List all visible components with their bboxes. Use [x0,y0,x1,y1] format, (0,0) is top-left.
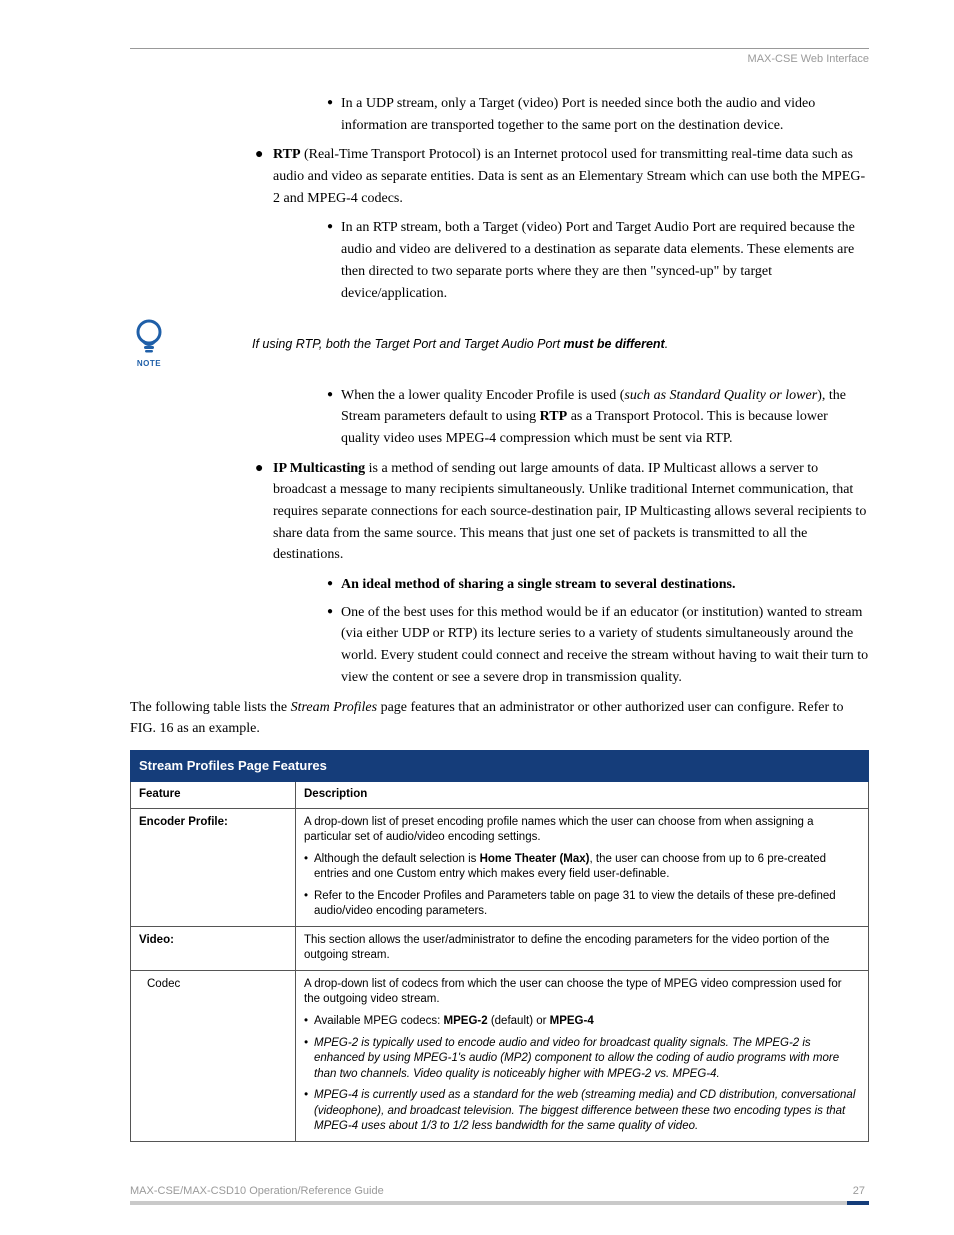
lower-quality-text: When the a lower quality Encoder Profile… [341,385,869,450]
footer-page-number: 27 [847,1185,869,1205]
enc-b1: • Although the default selection is Home… [304,852,860,883]
list-item: ● In an RTP stream, both a Target (video… [327,217,869,304]
col-description: Description [296,782,869,809]
enc-b2: • Refer to the Encoder Profiles and Para… [304,889,860,920]
lower-italic: such as Standard Quality or lower [624,388,817,403]
bullet-icon: • [304,889,314,920]
codec-b1: • Available MPEG codecs: MPEG-2 (default… [304,1014,860,1030]
lead-pre: The following table lists the [130,700,291,715]
list-item: ● IP Multicasting is a method of sending… [255,458,869,566]
bullet-icon: • [304,1014,314,1030]
list-item: ● An ideal method of sharing a single st… [327,574,869,596]
lightbulb-icon [132,318,166,356]
enc-b1-pre: Although the default selection is [314,853,480,865]
list-item: ● RTP (Real-Time Transport Protocol) is … [255,144,869,209]
feature-encoder-profile: Encoder Profile: [131,808,296,926]
codec-b1-pre: Available MPEG codecs: [314,1015,444,1027]
enc-b1-bold: Home Theater (Max) [480,853,590,865]
codec-b3-text: MPEG-4 is currently used as a standard f… [314,1088,860,1135]
table-lead: The following table lists the Stream Pro… [130,697,869,740]
note-icon-wrap: NOTE [124,318,174,370]
bullet-icon: ● [255,144,273,209]
codec-b1-b1: MPEG-2 [444,1015,488,1027]
udp-sub-text: In a UDP stream, only a Target (video) P… [341,93,869,136]
note-callout: NOTE If using RTP, both the Target Port … [130,318,869,370]
feature-video: Video: [131,926,296,970]
header-rule [130,48,869,49]
ipm-text: IP Multicasting is a method of sending o… [273,458,869,566]
desc-encoder-profile: A drop-down list of preset encoding prof… [296,808,869,926]
main-content-2: ● When the a lower quality Encoder Profi… [255,385,869,689]
codec-b1-b2: MPEG-4 [550,1015,594,1027]
main-content: ● In a UDP stream, only a Target (video)… [255,93,869,304]
bullet-icon: ● [255,458,273,566]
codec-b1-text: Available MPEG codecs: MPEG-2 (default) … [314,1014,860,1030]
page-footer: MAX-CSE/MAX-CSD10 Operation/Reference Gu… [130,1185,869,1205]
codec-b2: • MPEG-2 is typically used to encode aud… [304,1036,860,1083]
codec-b3: • MPEG-4 is currently used as a standard… [304,1088,860,1135]
table-row: Video: This section allows the user/admi… [131,926,869,970]
bullet-icon: ● [327,385,341,450]
rtp-sub-text: In an RTP stream, both a Target (video) … [341,217,869,304]
codec-b2-text: MPEG-2 is typically used to encode audio… [314,1036,860,1083]
table-title-row: Stream Profiles Page Features [131,750,869,781]
bullet-icon: • [304,1036,314,1083]
bullet-icon: ● [327,602,341,689]
page: MAX-CSE Web Interface ● In a UDP stream,… [0,0,954,1235]
list-item: ● When the a lower quality Encoder Profi… [327,385,869,450]
rtp-bold: RTP [273,147,301,162]
list-item: ● One of the best uses for this method w… [327,602,869,689]
note-post: . [665,337,668,351]
enc-b1-text: Although the default selection is Home T… [314,852,860,883]
rtp-rest: (Real-Time Transport Protocol) is an Int… [273,147,865,205]
ipm-bold: IP Multicasting [273,461,365,476]
table-lead-wrap: The following table lists the Stream Pro… [130,697,869,1142]
bullet-icon: ● [327,574,341,596]
ipm-sub1: An ideal method of sharing a single stre… [341,574,869,596]
bullet-icon: ● [327,93,341,136]
table-header-row: Feature Description [131,782,869,809]
desc-video: This section allows the user/administrat… [296,926,869,970]
list-item: ● In a UDP stream, only a Target (video)… [327,93,869,136]
lead-italic: Stream Profiles [291,700,377,715]
bullet-icon: ● [327,217,341,304]
lower-pre: When the a lower quality Encoder Profile… [341,388,624,403]
lower-bold: RTP [540,409,568,424]
footer-guide: MAX-CSE/MAX-CSD10 Operation/Reference Gu… [130,1185,384,1197]
enc-p1: A drop-down list of preset encoding prof… [304,815,860,846]
codec-p1: A drop-down list of codecs from which th… [304,977,860,1008]
bullet-icon: • [304,1088,314,1135]
note-text: If using RTP, both the Target Port and T… [252,335,869,354]
col-feature: Feature [131,782,296,809]
rtp-text: RTP (Real-Time Transport Protocol) is an… [273,144,869,209]
note-pre: If using RTP, both the Target Port and T… [252,337,564,351]
desc-codec: A drop-down list of codecs from which th… [296,970,869,1141]
table-row: Encoder Profile: A drop-down list of pre… [131,808,869,926]
bullet-icon: • [304,852,314,883]
header-section-title: MAX-CSE Web Interface [130,53,869,65]
stream-profiles-table: Stream Profiles Page Features Feature De… [130,750,869,1142]
feature-codec: Codec [131,970,296,1141]
table-title: Stream Profiles Page Features [131,750,869,781]
note-label: NOTE [124,358,174,370]
enc-b2-text: Refer to the Encoder Profiles and Parame… [314,889,860,920]
codec-b1-mid: (default) or [488,1015,550,1027]
table-row: Codec A drop-down list of codecs from wh… [131,970,869,1141]
ipm-sub2: One of the best uses for this method wou… [341,602,869,689]
ipm-sub1-bold: An ideal method of sharing a single stre… [341,577,735,592]
note-bold: must be different [564,337,665,351]
